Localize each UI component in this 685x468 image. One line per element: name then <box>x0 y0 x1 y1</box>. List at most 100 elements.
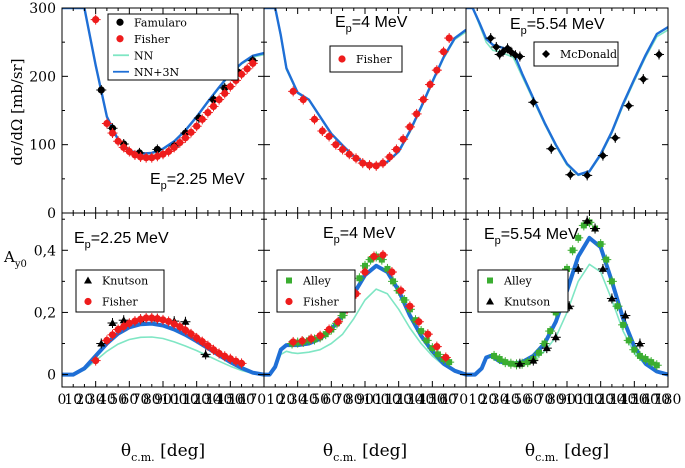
x-tick-label: 90 <box>356 392 374 408</box>
x-tick-label: 50 <box>513 392 531 408</box>
y-tick-label: 0 <box>47 368 56 384</box>
data-point-fisher <box>440 352 451 363</box>
panel-p3: Ep=5.54 MeV McDonald <box>465 7 669 214</box>
x-tick-label: 90 <box>558 392 576 408</box>
legend-label: Knutson <box>102 275 148 288</box>
x-tick-label: 50 <box>109 392 127 408</box>
y-axis-label-analyzing-power: Ay0 <box>3 248 27 270</box>
x-tick-label: 140 <box>408 392 435 408</box>
data-point-fisher <box>411 108 422 119</box>
data-point-famularo <box>152 144 163 155</box>
energy-label: Ep=5.54 MeV <box>510 16 605 37</box>
data-point-fisher <box>386 267 397 278</box>
data-point-fisher <box>398 134 409 145</box>
legend-box <box>107 13 239 81</box>
data-point-mcdonald <box>610 132 621 143</box>
data-point-fisher <box>186 127 197 138</box>
data-point-fisher <box>418 94 429 105</box>
legend-box <box>276 269 356 313</box>
data-point-fisher <box>368 251 379 262</box>
data-point-fisher <box>377 249 388 260</box>
data-point-knutson <box>590 223 601 234</box>
data-point-fisher <box>208 101 219 112</box>
data-point-knutson <box>582 215 593 226</box>
data-point-fisher <box>391 144 402 155</box>
data-point-fisher <box>180 325 191 336</box>
data-point-mcdonald <box>597 150 608 161</box>
x-tick-label: 80 <box>547 392 565 408</box>
x-tick-label: 10 <box>266 392 284 408</box>
x-tick-label: 150 <box>419 392 446 408</box>
data-point-mcdonald <box>546 143 557 154</box>
x-tick-label: 80 <box>143 392 161 408</box>
data-point-alley <box>651 360 662 371</box>
data-point-alley <box>595 239 606 250</box>
legend: Alley Knutson <box>477 269 569 313</box>
data-point-alley <box>618 319 629 330</box>
x-tick-label: 0 <box>58 392 67 408</box>
data-point-alley <box>601 254 612 265</box>
x-tick-label: 150 <box>217 392 244 408</box>
data-point-fisher <box>197 336 208 347</box>
x-tick-label: 160 <box>228 392 255 408</box>
data-point-mcdonald <box>582 170 593 181</box>
data-point-alley <box>606 276 617 287</box>
data-point-alley <box>623 335 634 346</box>
legend-label: Fisher <box>303 296 339 309</box>
x-tick-label: 40 <box>502 392 520 408</box>
data-point-alley <box>354 273 365 284</box>
legend-marker <box>542 50 550 58</box>
x-tick-label: 120 <box>385 392 412 408</box>
data-point-fisher <box>180 132 191 143</box>
plot-area <box>264 8 466 171</box>
x-tick-label: 100 <box>565 392 592 408</box>
data-point-fisher <box>214 94 225 105</box>
y-tick-label: 300 <box>29 1 56 17</box>
data-point-fisher <box>333 316 344 327</box>
x-tick-label: 140 <box>610 392 637 408</box>
data-point-fisher <box>337 144 348 155</box>
data-point-knutson <box>606 293 617 304</box>
curve-nn <box>466 8 668 177</box>
legend-marker <box>285 297 293 306</box>
data-point-fisher <box>118 142 129 153</box>
data-point-fisher <box>422 329 433 340</box>
legend-box <box>75 269 165 313</box>
data-point-fisher <box>315 330 326 341</box>
energy-label: Ep=2.25 MeV <box>74 230 169 251</box>
legend-label: Fisher <box>356 53 392 66</box>
plot-area <box>466 8 668 181</box>
data-point-fisher <box>225 81 236 92</box>
data-point-alley <box>567 245 578 256</box>
data-point-fisher <box>191 332 202 343</box>
data-point-alley <box>573 232 584 243</box>
x-tick-label: 130 <box>195 392 222 408</box>
panel-p5: 1020304050607080901001101201301401501601… <box>263 212 468 408</box>
data-point-fisher <box>444 33 455 44</box>
ay-sub: y0 <box>14 259 27 270</box>
data-point-knutson <box>180 316 191 327</box>
y-tick-label: 100 <box>29 138 56 154</box>
x-tick-label: 100 <box>161 392 188 408</box>
legend-marker <box>487 277 493 284</box>
data-point-fisher <box>219 88 230 99</box>
data-point-fisher <box>306 333 317 344</box>
data-point-alley <box>640 354 651 365</box>
panel-frame <box>465 7 669 214</box>
x-tick-label: 140 <box>206 392 233 408</box>
data-point-fisher <box>208 344 219 355</box>
data-point-fisher <box>90 355 101 366</box>
panel-p4: 00,20,4010203040506070809010011012013014… <box>34 212 266 408</box>
data-point-fisher <box>351 153 362 164</box>
x-tick-label: 30 <box>289 392 307 408</box>
legend: Fisher <box>329 45 403 73</box>
panel-p2: Ep=4 MeV Fisher <box>263 7 467 214</box>
data-point-fisher <box>344 149 355 160</box>
legend-marker <box>338 55 346 63</box>
curve-nn <box>62 336 264 376</box>
data-point-mcdonald <box>514 51 525 62</box>
x-axis-label: θc.m. [deg] <box>525 441 609 464</box>
y-tick-label: 0 <box>47 206 56 222</box>
data-point-mcdonald <box>565 169 576 180</box>
